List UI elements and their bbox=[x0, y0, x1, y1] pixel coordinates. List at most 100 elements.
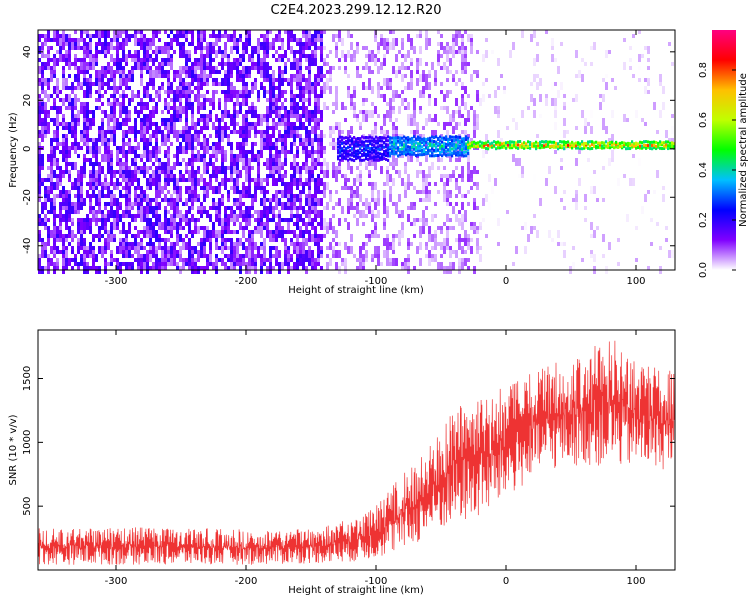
heatmap-cell bbox=[407, 136, 410, 140]
heatmap-cell bbox=[101, 74, 104, 78]
heatmap-cell bbox=[227, 62, 230, 70]
heatmap-cell bbox=[203, 226, 206, 230]
heatmap-cell bbox=[89, 246, 92, 250]
heatmap-cell bbox=[517, 140, 520, 144]
heatmap-cell bbox=[311, 62, 314, 66]
heatmap-cell bbox=[230, 262, 233, 270]
heatmap-cell bbox=[125, 170, 128, 178]
heatmap-cell bbox=[332, 226, 335, 234]
heatmap-cell bbox=[278, 78, 281, 86]
heatmap-cell bbox=[533, 214, 536, 218]
heatmap-cell bbox=[392, 110, 395, 114]
heatmap-cell bbox=[419, 242, 422, 250]
heatmap-cell bbox=[302, 54, 305, 58]
heatmap-cell bbox=[71, 222, 74, 226]
heatmap-cell bbox=[311, 82, 314, 86]
heatmap-cell bbox=[92, 142, 95, 146]
heatmap-cell bbox=[230, 166, 233, 174]
heatmap-cell bbox=[296, 50, 299, 54]
heatmap-cell bbox=[74, 194, 77, 198]
heatmap-cell bbox=[299, 90, 302, 98]
heatmap-cell bbox=[236, 170, 239, 174]
heatmap-cell bbox=[549, 140, 552, 144]
heatmap-cell bbox=[518, 158, 521, 166]
heatmap-cell bbox=[47, 30, 50, 38]
heatmap-cell bbox=[537, 145, 540, 149]
heatmap-cell bbox=[305, 166, 308, 174]
heatmap-cell bbox=[320, 234, 323, 242]
heatmap-cell bbox=[551, 46, 554, 50]
heatmap-cell bbox=[399, 136, 402, 140]
heatmap-cell bbox=[363, 143, 366, 147]
heatmap-cell bbox=[128, 250, 131, 258]
heatmap-cell bbox=[353, 50, 356, 58]
heatmap-cell bbox=[302, 190, 305, 194]
heatmap-cell bbox=[461, 166, 464, 174]
heatmap-cell bbox=[101, 130, 104, 138]
heatmap-cell bbox=[191, 162, 194, 166]
heatmap-cell bbox=[287, 30, 290, 34]
heatmap-cell bbox=[293, 234, 296, 238]
heatmap-cell bbox=[395, 54, 398, 62]
heatmap-cell bbox=[347, 158, 350, 162]
heatmap-cell bbox=[107, 162, 110, 166]
heatmap-cell bbox=[266, 90, 269, 94]
heatmap-cell bbox=[215, 150, 218, 158]
heatmap-cell bbox=[458, 262, 461, 266]
heatmap-cell bbox=[266, 126, 269, 134]
heatmap-cell bbox=[140, 214, 143, 222]
heatmap-cell bbox=[302, 90, 305, 94]
heatmap-cell bbox=[125, 202, 128, 206]
heatmap-cell bbox=[122, 150, 125, 158]
heatmap-cell bbox=[501, 142, 504, 146]
heatmap-cell bbox=[38, 130, 41, 134]
heatmap-cell bbox=[416, 190, 419, 194]
heatmap-cell bbox=[381, 136, 384, 140]
heatmap-cell bbox=[260, 114, 263, 118]
heatmap-cell bbox=[425, 74, 428, 82]
heatmap-cell bbox=[404, 182, 407, 190]
heatmap-cell bbox=[275, 110, 278, 118]
heatmap-cell bbox=[182, 202, 185, 206]
heatmap-cell bbox=[347, 145, 350, 149]
heatmap-cell bbox=[497, 140, 500, 144]
heatmap-cell bbox=[447, 142, 450, 146]
heatmap-cell bbox=[164, 238, 167, 242]
heatmap-cell bbox=[359, 110, 362, 114]
heatmap-cell bbox=[453, 151, 456, 155]
heatmap-cell bbox=[194, 154, 197, 158]
heatmap-cell bbox=[80, 246, 83, 250]
heatmap-cell bbox=[419, 34, 422, 38]
heatmap-cell bbox=[453, 150, 456, 154]
heatmap-cell bbox=[62, 54, 65, 62]
heatmap-cell bbox=[68, 58, 71, 62]
heatmap-cell bbox=[275, 214, 278, 218]
heatmap-cell bbox=[278, 210, 281, 214]
heatmap-cell bbox=[362, 246, 365, 250]
heatmap-cell bbox=[476, 118, 479, 122]
heatmap-cell bbox=[185, 186, 188, 190]
heatmap-cell bbox=[457, 140, 460, 144]
heatmap-cell bbox=[200, 102, 203, 106]
heatmap-cell bbox=[152, 38, 155, 42]
heatmap-cell bbox=[398, 134, 401, 138]
heatmap-cell bbox=[353, 102, 356, 106]
heatmap-cell bbox=[507, 140, 510, 144]
heatmap-cell bbox=[308, 38, 311, 46]
heatmap-cell bbox=[191, 82, 194, 86]
heatmap-cell bbox=[341, 130, 344, 134]
heatmap-cell bbox=[113, 182, 116, 190]
heatmap-cell bbox=[491, 143, 494, 147]
heatmap-cell bbox=[161, 130, 164, 134]
heatmap-cell bbox=[71, 126, 74, 130]
heatmap-cell bbox=[302, 86, 305, 90]
heatmap-cell bbox=[299, 194, 302, 198]
heatmap-cell bbox=[71, 146, 74, 150]
heatmap-cell bbox=[293, 142, 296, 146]
heatmap-cell bbox=[203, 30, 206, 34]
heatmap-cell bbox=[347, 74, 350, 78]
heatmap-cell bbox=[467, 242, 470, 246]
heatmap-cell bbox=[119, 86, 122, 90]
heatmap-cell bbox=[441, 140, 444, 144]
heatmap-cell bbox=[113, 134, 116, 142]
